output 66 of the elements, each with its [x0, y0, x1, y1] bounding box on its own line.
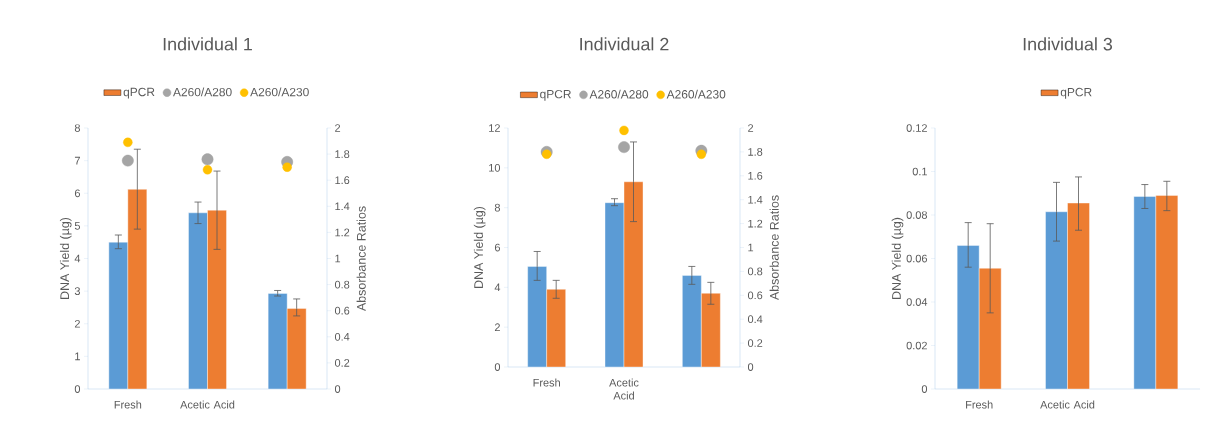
- y2-tick-label: 2: [335, 124, 341, 132]
- y2-tick-label: 0.8: [747, 267, 763, 276]
- y-axis-title: DNA Yield (µg): [891, 217, 904, 299]
- x-tick-label: Acetic Acid: [1040, 400, 1095, 409]
- y-tick-label: 10: [489, 163, 501, 172]
- y-tick-label: 2: [494, 323, 500, 331]
- legend-label: A260/A230: [666, 89, 726, 99]
- y2-axis-title: Absorbance Ratios: [356, 206, 366, 312]
- y-tick-label: 5: [74, 222, 81, 230]
- y-tick-label: 4: [74, 254, 81, 263]
- y-tick-label: 2: [74, 319, 80, 328]
- y2-tick-label: 1.8: [748, 148, 763, 156]
- legend-label: qPCR: [1060, 87, 1092, 99]
- legend-label: A260/A230: [250, 87, 309, 97]
- y-tick-label: 1: [75, 352, 80, 361]
- y2-tick-label: 0.6: [334, 306, 350, 315]
- y2-tick-label: 0.2: [334, 359, 350, 367]
- chart-title: Individual 3: [1023, 37, 1113, 51]
- y2-tick-label: 0.4: [334, 332, 350, 341]
- y-tick-label: 6: [74, 189, 80, 198]
- y-axis-title: DNA Yield (µg): [473, 206, 486, 288]
- y-tick-label: 0.06: [906, 254, 928, 263]
- y2-tick-label: 1: [335, 254, 341, 263]
- y-tick-label: 0.08: [906, 211, 928, 219]
- y-tick-label: 0.12: [906, 124, 927, 132]
- y2-tick-label: 0: [747, 363, 754, 371]
- x-tick-label: Fresh: [966, 400, 993, 409]
- y2-tick-label: 0.4: [747, 315, 763, 324]
- y2-axis-title: Absorbance Ratios: [769, 195, 779, 301]
- legend-label: qPCR: [123, 87, 155, 99]
- y-tick-label: 12: [489, 124, 500, 132]
- x-tick-label: Acetic Acid: [180, 400, 235, 409]
- y2-tick-label: 1.8: [335, 150, 350, 158]
- y2-tick-label: 1.4: [335, 202, 350, 211]
- y2-tick-label: 1.2: [335, 228, 350, 237]
- y-tick-label: 8: [74, 124, 80, 132]
- y-tick-label: 0.1: [912, 167, 927, 176]
- y2-tick-label: 2: [748, 124, 754, 132]
- x-tick-label: Fresh: [533, 378, 560, 387]
- y-tick-label: 4: [494, 283, 501, 292]
- y2-tick-label: 1.4: [748, 195, 763, 204]
- y-tick-label: 0: [494, 363, 501, 371]
- y-tick-label: 8: [494, 203, 500, 212]
- legend-label: A260/A280: [589, 89, 649, 99]
- legend-label: A260/A280: [173, 87, 232, 97]
- y2-tick-label: 1.2: [748, 219, 763, 228]
- x-tick-label: Fresh: [114, 400, 142, 409]
- chart-title: Individual 2: [580, 37, 669, 51]
- y2-tick-label: 0.6: [747, 291, 763, 300]
- y-tick-label: 0: [921, 385, 928, 393]
- legend-label: qPCR: [540, 89, 571, 101]
- y-tick-label: 0.02: [906, 341, 927, 350]
- y2-tick-label: 1: [748, 243, 754, 252]
- y-tick-label: 0.04: [906, 298, 928, 306]
- y2-tick-label: 1.6: [748, 171, 763, 180]
- y2-tick-label: 0: [334, 385, 341, 393]
- y2-tick-label: 0.2: [747, 339, 763, 347]
- y-tick-label: 7: [74, 156, 80, 165]
- y2-tick-label: 1.6: [335, 176, 350, 185]
- y-tick-label: 3: [74, 287, 80, 296]
- y-tick-label: 0: [74, 385, 81, 393]
- chart-title: Individual 1: [163, 37, 252, 51]
- x-tick-label: Acetic Acid: [609, 378, 639, 400]
- y-tick-label: 6: [494, 243, 500, 252]
- y2-tick-label: 0.8: [334, 280, 350, 289]
- y-axis-title: DNA Yield (µg): [59, 217, 72, 299]
